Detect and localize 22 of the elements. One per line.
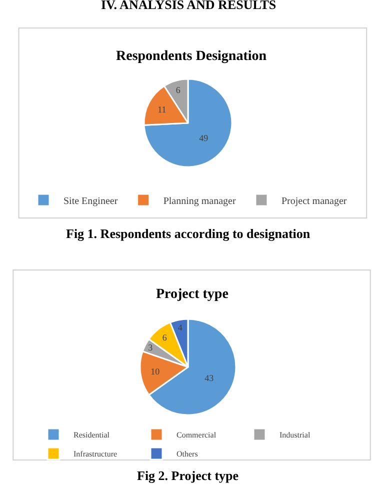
text: IV. ANALYSIS AND RESULTS [101, 0, 276, 12]
legend-label: Project manager [281, 196, 348, 207]
chart-title: Respondents Designation [116, 49, 267, 64]
data-label: 6 [162, 332, 168, 343]
data-label: 10 [150, 366, 160, 377]
data-label: 49 [199, 133, 209, 144]
legend-label: Residential [74, 430, 110, 440]
caption: Fig 1. Respondents according to designation [66, 226, 311, 241]
data-label: 4 [178, 322, 183, 332]
data-label: 3 [148, 342, 154, 353]
legend-label: Industrial [280, 430, 311, 440]
legend-label: Site Engineer [64, 196, 118, 207]
legend-label: Commercial [176, 430, 217, 440]
data-label: 6 [176, 85, 181, 96]
data-label: 43 [204, 372, 214, 383]
chart-title: Project type [156, 287, 228, 302]
caption: Fig 2. Project type [137, 468, 239, 483]
data-label: 11 [158, 104, 166, 115]
legend-label: Planning manager [163, 196, 236, 207]
pie-slice [143, 78, 233, 168]
legend-label: Others [176, 450, 198, 459]
legend-label: Infrastructure [74, 450, 118, 459]
